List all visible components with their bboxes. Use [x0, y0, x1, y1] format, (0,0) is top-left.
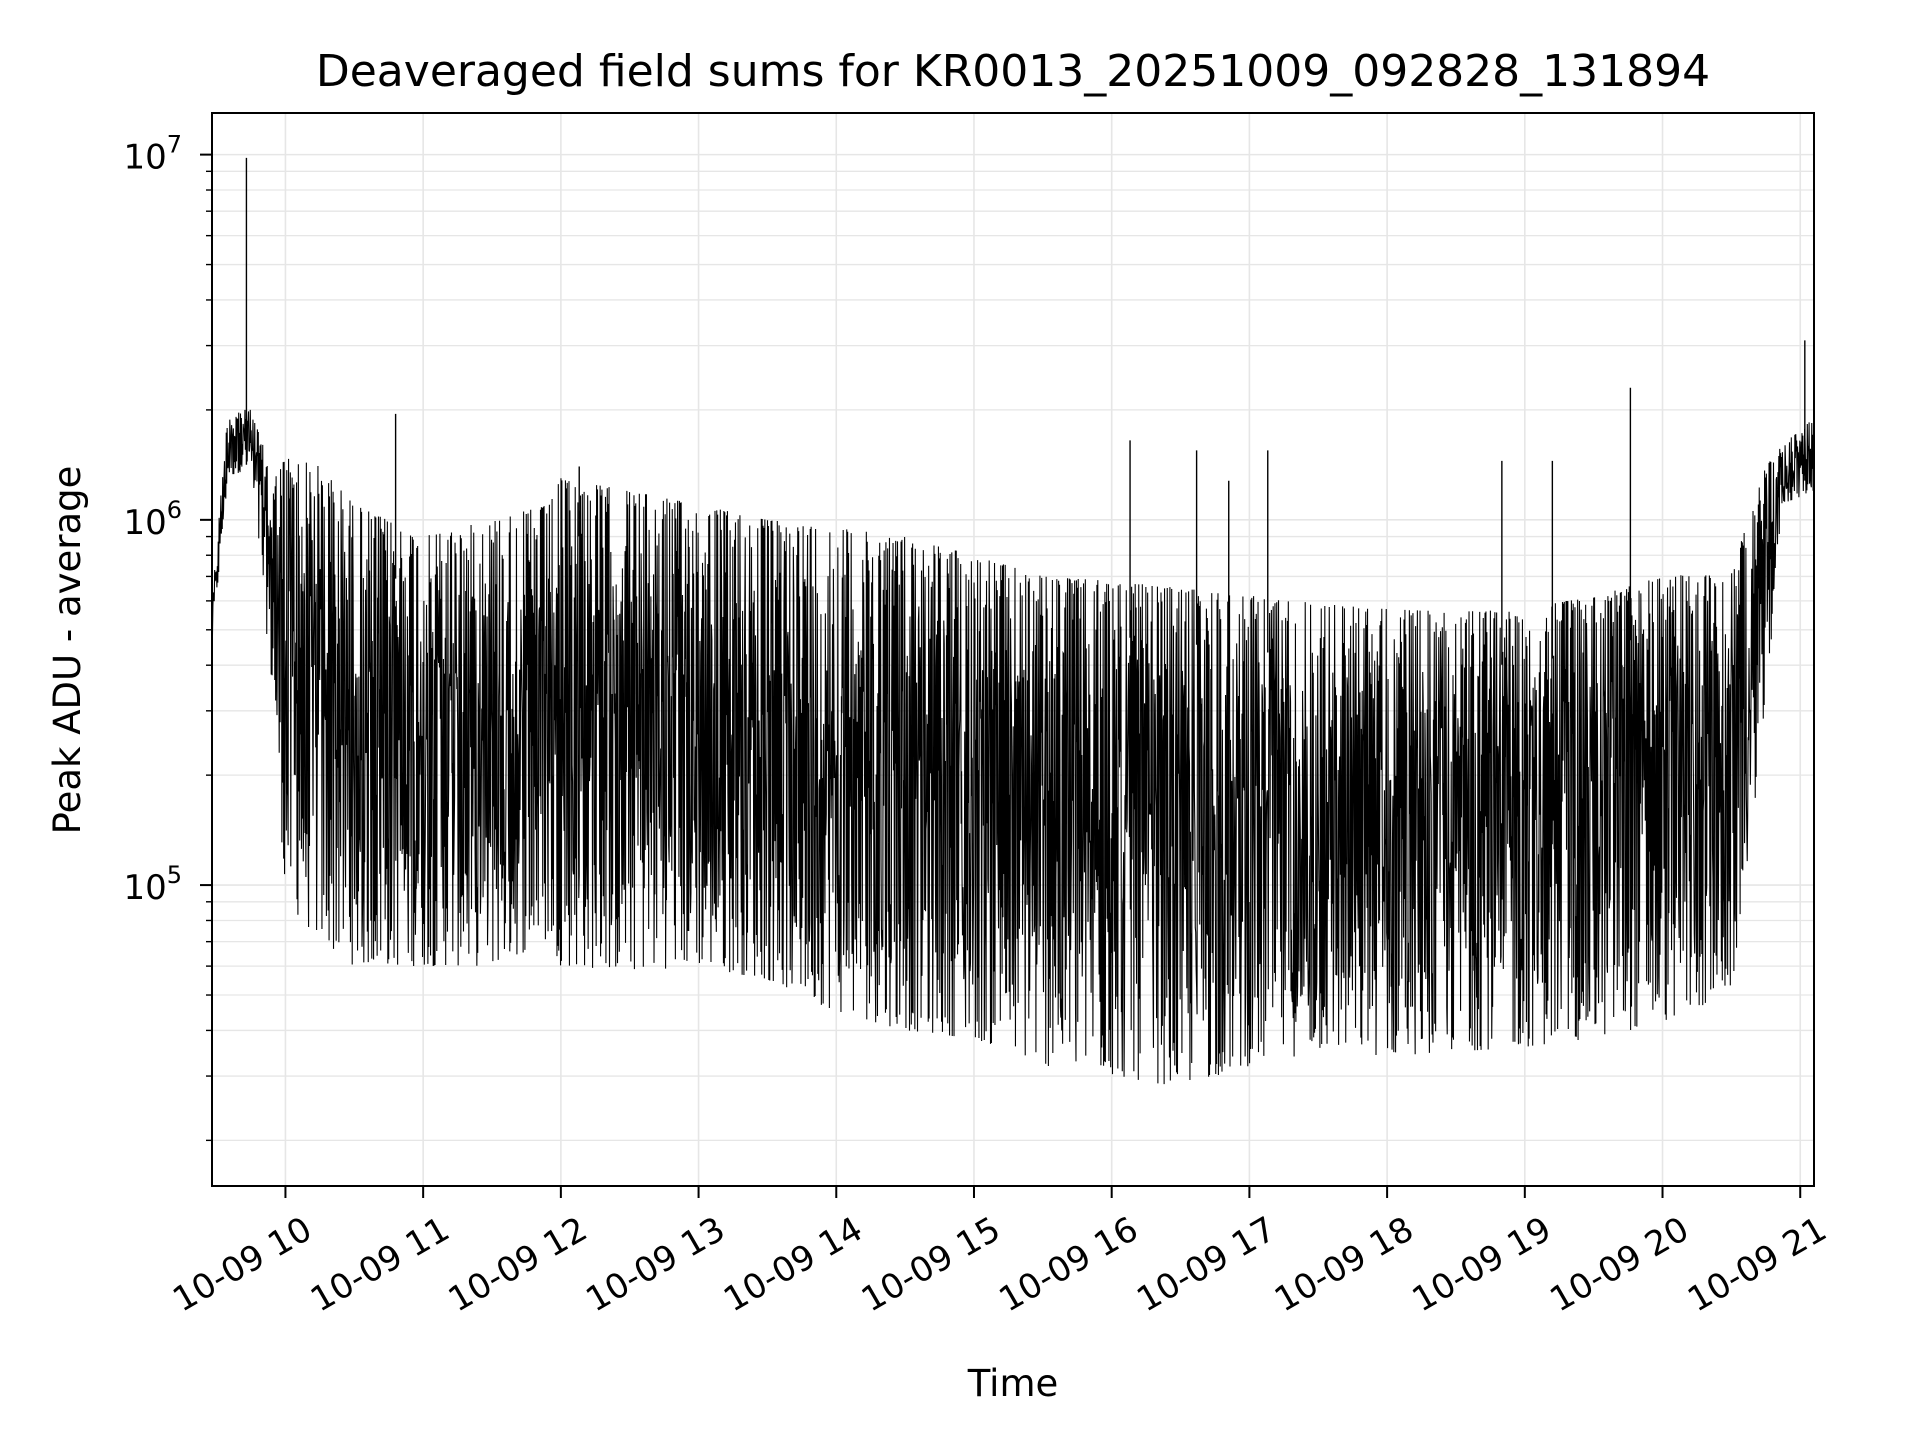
x-tick-label: 10-09 10: [166, 1209, 318, 1320]
plot-frame: [211, 112, 1815, 1187]
x-tick-label: 10-09 21: [1681, 1209, 1833, 1320]
x-tick-label: 10-09 14: [717, 1209, 869, 1320]
y-tick-label: 105: [123, 861, 182, 908]
x-tick-label: 10-09 18: [1268, 1209, 1420, 1320]
x-tick-label: 10-09 13: [579, 1209, 731, 1320]
series-path: [211, 409, 1815, 1085]
y-tick-label: 106: [123, 496, 182, 543]
y-tick-label: 107: [123, 131, 182, 178]
chart-title: Deaveraged field sums for KR0013_2025100…: [316, 46, 1710, 97]
x-tick-label: 10-09 20: [1543, 1209, 1695, 1320]
x-tick-label: 10-09 19: [1406, 1209, 1558, 1320]
x-tick-label: 10-09 16: [993, 1209, 1145, 1320]
y-axis: 105 106 107: [123, 131, 212, 1142]
x-tick-label: 10-09 17: [1130, 1209, 1282, 1320]
x-axis-label: Time: [967, 1362, 1059, 1405]
series-line: [211, 157, 1815, 1085]
y-axis-label: Peak ADU - average: [46, 466, 89, 835]
x-tick-label: 10-09 15: [855, 1209, 1007, 1320]
x-tick-label: 10-09 12: [442, 1209, 594, 1320]
x-tick-label: 10-09 11: [304, 1209, 456, 1320]
